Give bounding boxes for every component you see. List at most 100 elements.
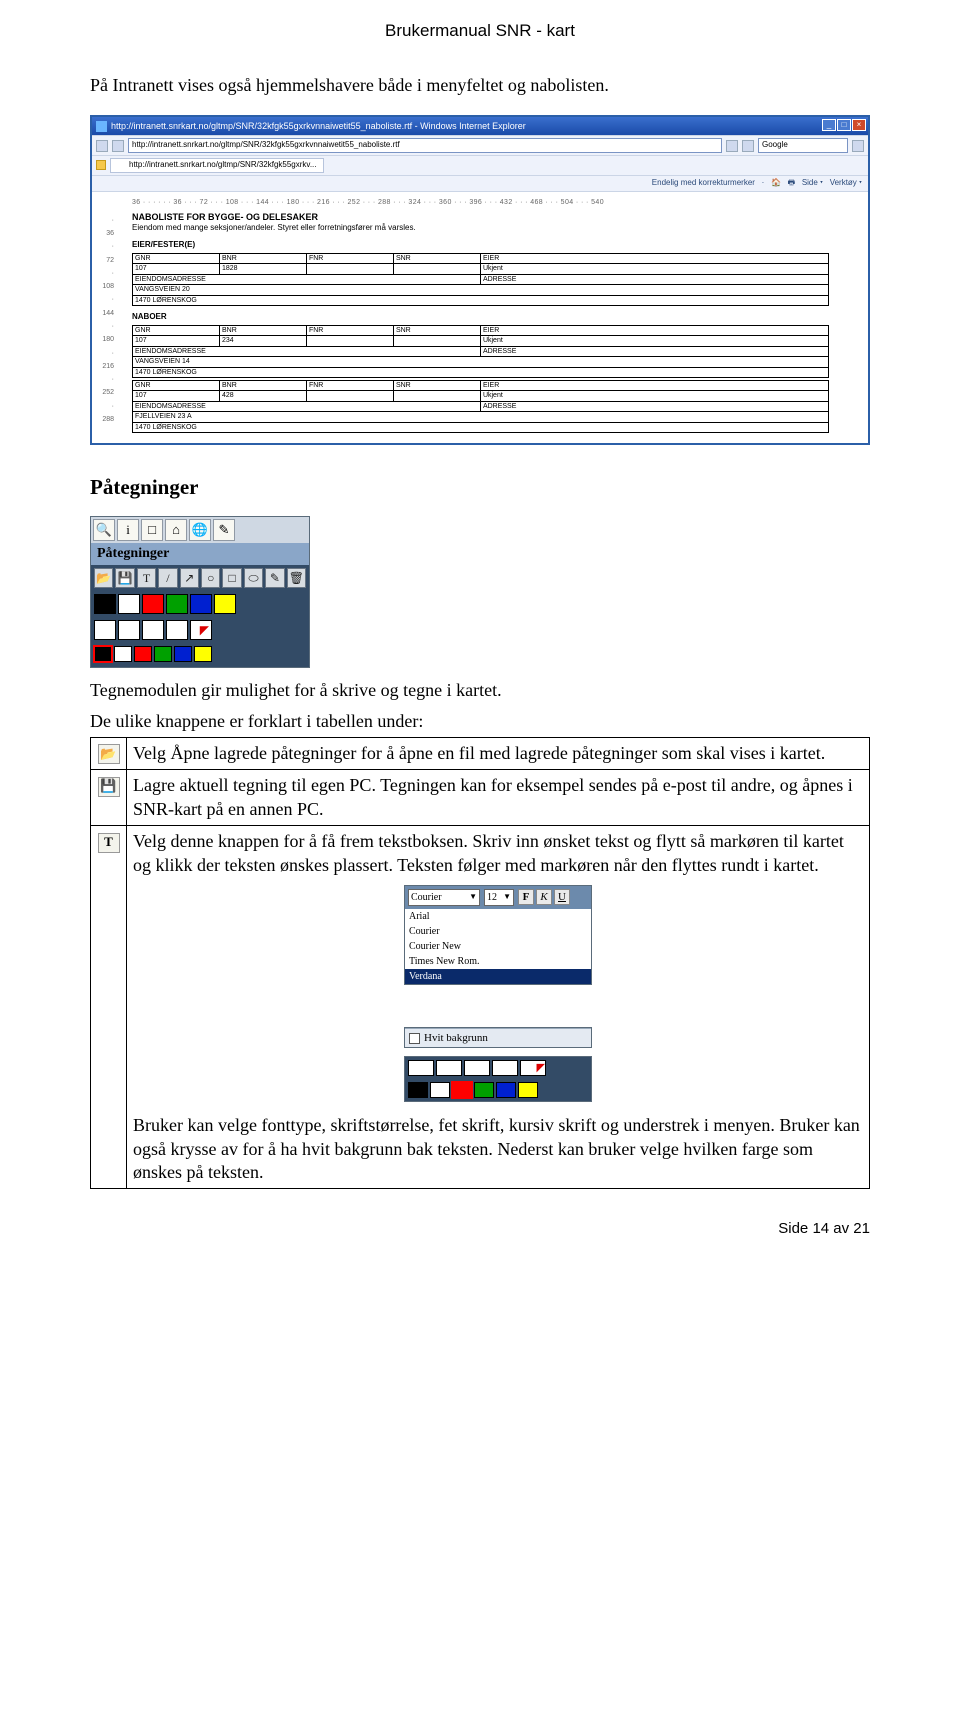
mini-color-swatch[interactable]	[408, 1082, 428, 1098]
font-size-select[interactable]: 12▼	[484, 889, 514, 906]
toolbar-button[interactable]: 🌐	[189, 519, 211, 541]
col-gnr: GNR	[133, 325, 220, 335]
toolbar-fill-row	[91, 591, 309, 617]
col-eier: EIER	[480, 380, 828, 390]
ruler-mark: 180	[94, 333, 114, 346]
url-input[interactable]: http://intranett.snrkart.no/gltmp/SNR/32…	[128, 138, 722, 153]
palette-swatch[interactable]	[194, 646, 212, 662]
toolbar-top-row: 🔍i□⌂🌐✎	[91, 517, 309, 543]
cell	[393, 391, 480, 401]
tools-menu[interactable]: Verktøy	[830, 178, 857, 187]
stop-button[interactable]	[742, 140, 754, 152]
color-swatch[interactable]	[214, 594, 236, 614]
cell	[393, 264, 480, 274]
mini-color-swatch[interactable]	[518, 1082, 538, 1098]
maximize-button[interactable]: □	[837, 119, 851, 131]
col-eier: EIER	[480, 325, 828, 335]
line-style-swatch[interactable]	[166, 620, 188, 640]
addr-label2: ADRESSE	[480, 274, 828, 284]
color-swatch[interactable]	[142, 594, 164, 614]
font-option[interactable]: Courier	[405, 924, 591, 939]
close-button[interactable]: ×	[852, 119, 866, 131]
italic-button[interactable]: K	[536, 889, 552, 905]
color-swatch[interactable]	[190, 594, 212, 614]
palette-swatch[interactable]	[94, 646, 112, 662]
font-family-select[interactable]: Courier▼	[408, 889, 480, 906]
font-option[interactable]: Arial	[405, 909, 591, 924]
tool-button[interactable]: ✎	[265, 568, 284, 588]
favorites-icon[interactable]	[96, 160, 106, 170]
browser-tab[interactable]: http://intranett.snrkart.no/gltmp/SNR/32…	[110, 158, 324, 173]
cell: 107	[133, 391, 220, 401]
tool-button[interactable]: □	[222, 568, 241, 588]
mini-color-swatch[interactable]	[474, 1082, 494, 1098]
mini-line-swatch[interactable]	[436, 1060, 462, 1076]
toolbar-button[interactable]: i	[117, 519, 139, 541]
palette-swatch[interactable]	[174, 646, 192, 662]
tool-button[interactable]: T	[137, 568, 156, 588]
toolbar-button[interactable]: 🔍	[93, 519, 115, 541]
refresh-button[interactable]	[726, 140, 738, 152]
page-menu[interactable]: Side	[802, 178, 818, 187]
line-style-swatch[interactable]	[118, 620, 140, 640]
explain-cell: Velg Åpne lagrede påtegninger for å åpne…	[127, 737, 870, 769]
tab-favicon-icon	[117, 161, 126, 170]
ruler-mark: 252	[94, 386, 114, 399]
cell	[306, 336, 393, 346]
tool-button[interactable]: 💾	[115, 568, 134, 588]
color-swatch[interactable]	[166, 594, 188, 614]
col-bnr: BNR	[219, 325, 306, 335]
font-family-value: Courier	[411, 891, 442, 904]
search-input[interactable]: Google	[758, 138, 848, 153]
cell: 1828	[219, 264, 306, 274]
module-desc: Tegnemodulen gir mulighet for å skrive o…	[90, 678, 870, 702]
search-go-button[interactable]	[852, 140, 864, 152]
color-swatch[interactable]	[118, 594, 140, 614]
palette-swatch[interactable]	[114, 646, 132, 662]
nav-forward-button[interactable]	[112, 140, 124, 152]
mini-line-swatch[interactable]	[408, 1060, 434, 1076]
col-eier: EIER	[480, 253, 828, 263]
mini-color-swatch[interactable]	[496, 1082, 516, 1098]
tool-button[interactable]: /	[158, 568, 177, 588]
rtf-title: NABOLISTE FOR BYGGE- OG DELESAKER	[132, 211, 858, 223]
mini-marker-swatch[interactable]: ◤	[520, 1060, 546, 1076]
font-option[interactable]: Courier New	[405, 939, 591, 954]
underline-button[interactable]: U	[554, 889, 570, 905]
drawing-toolbar: 🔍i□⌂🌐✎ Påtegninger 📂💾T/↗○□⬭✎🗑 ◤	[90, 516, 310, 669]
line-style-swatch[interactable]	[142, 620, 164, 640]
color-swatch[interactable]	[94, 594, 116, 614]
mini-color-swatch[interactable]	[430, 1082, 450, 1098]
explain-cell: Velg denne knappen for å få frem tekstbo…	[127, 826, 870, 1189]
mini-color-swatch[interactable]	[452, 1082, 472, 1098]
ruler-mark: ·	[94, 400, 114, 413]
owner-section-heading: EIER/FESTER(E)	[132, 240, 858, 251]
minimize-button[interactable]: _	[822, 119, 836, 131]
icon-cell: T	[91, 826, 127, 1189]
palette-swatch[interactable]	[134, 646, 152, 662]
line-style-swatch[interactable]	[94, 620, 116, 640]
palette-swatch[interactable]	[154, 646, 172, 662]
mini-line-swatch[interactable]	[492, 1060, 518, 1076]
bold-button[interactable]: F	[518, 889, 534, 905]
tool-button[interactable]: 🗑	[287, 568, 306, 588]
tool-button[interactable]: ⬭	[244, 568, 263, 588]
address-bar: http://intranett.snrkart.no/gltmp/SNR/32…	[92, 135, 868, 156]
cell: 428	[219, 391, 306, 401]
mini-line-swatch[interactable]	[464, 1060, 490, 1076]
font-option[interactable]: Verdana	[405, 969, 591, 984]
document-viewport: 36 · · · · · · 36 · · · 72 · · · 108 · ·…	[92, 192, 868, 444]
marker-swatch[interactable]: ◤	[190, 620, 212, 640]
font-list[interactable]: ArialCourierCourier NewTimes New Rom.Ver…	[405, 909, 591, 984]
tool-button[interactable]: 📂	[94, 568, 113, 588]
tool-button[interactable]: ○	[201, 568, 220, 588]
tool-button[interactable]: ↗	[180, 568, 199, 588]
nav-back-button[interactable]	[96, 140, 108, 152]
toolbar-button[interactable]: ⌂	[165, 519, 187, 541]
ie-window: http://intranett.snrkart.no/gltmp/SNR/32…	[90, 115, 870, 445]
toolbar-button[interactable]: ✎	[213, 519, 235, 541]
icon-cell: 📂	[91, 737, 127, 769]
white-bg-checkbox[interactable]	[409, 1033, 420, 1044]
toolbar-button[interactable]: □	[141, 519, 163, 541]
font-option[interactable]: Times New Rom.	[405, 954, 591, 969]
